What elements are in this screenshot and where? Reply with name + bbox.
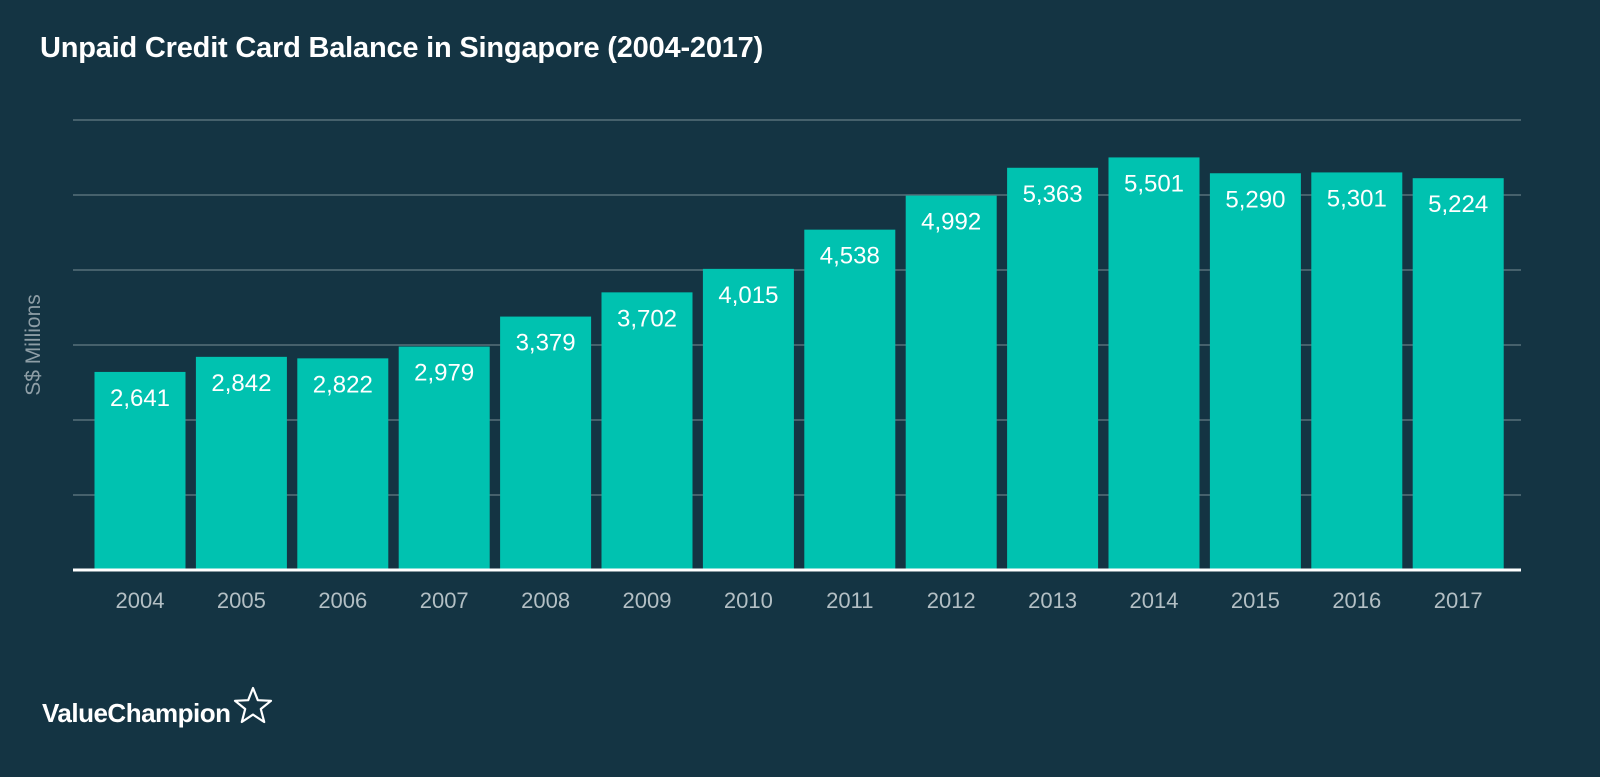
x-tick-2013: 2013 (1028, 588, 1077, 613)
x-tick-2012: 2012 (927, 588, 976, 613)
data-label-2011: 4,538 (820, 243, 880, 270)
bar-2012 (905, 195, 997, 570)
data-label-2013: 5,363 (1023, 181, 1083, 208)
x-tick-2016: 2016 (1332, 588, 1381, 613)
chart-title: Unpaid Credit Card Balance in Singapore … (40, 32, 764, 64)
x-tick-2007: 2007 (420, 588, 469, 613)
x-tick-2004: 2004 (116, 588, 165, 613)
data-label-2014: 5,501 (1124, 170, 1184, 197)
bar-2014 (1108, 157, 1200, 571)
data-label-2009: 3,702 (617, 305, 677, 332)
bar-2009 (601, 292, 693, 570)
bar-2007 (398, 346, 490, 570)
x-tick-2009: 2009 (623, 588, 672, 613)
brand-logo: ValueChampion (42, 686, 273, 731)
star-outline-icon (233, 686, 273, 731)
data-label-2007: 2,979 (414, 360, 474, 387)
bar-2010 (702, 268, 794, 570)
bar-2011 (804, 229, 896, 570)
bar-2017 (1412, 178, 1504, 570)
bar-2016 (1311, 172, 1403, 571)
x-tick-2015: 2015 (1231, 588, 1280, 613)
data-labels: 2,641 2,842 2,822 2,979 3,379 3,702 4,015 4,538… (110, 170, 1488, 411)
data-label-2016: 5,301 (1327, 185, 1387, 212)
bar-2008 (500, 316, 592, 570)
x-tick-2014: 2014 (1130, 588, 1179, 613)
x-tick-2005: 2005 (217, 588, 266, 613)
bar-2015 (1209, 173, 1301, 570)
bar-2006 (297, 358, 389, 570)
x-tick-2017: 2017 (1434, 588, 1483, 613)
data-label-2006: 2,822 (313, 371, 373, 398)
bars (94, 157, 1504, 571)
x-tick-2006: 2006 (318, 588, 367, 613)
brand-name: ValueChampion (42, 698, 231, 728)
data-label-2010: 4,015 (718, 282, 778, 309)
bar-2013 (1007, 167, 1099, 570)
data-label-2015: 5,290 (1225, 186, 1285, 213)
x-tick-2008: 2008 (521, 588, 570, 613)
data-label-2012: 4,992 (921, 209, 981, 236)
data-label-2017: 5,224 (1428, 191, 1488, 218)
x-tick-labels: 2004 2005 2006 2007 2008 2009 2010 2011 2012 2013… (116, 588, 1483, 613)
data-label-2005: 2,842 (211, 370, 271, 397)
bar-2005 (195, 356, 287, 570)
bar-2004 (94, 371, 186, 570)
gridlines (73, 119, 1521, 496)
x-tick-2011: 2011 (826, 588, 873, 613)
data-label-2004: 2,641 (110, 385, 170, 412)
x-tick-2010: 2010 (724, 588, 773, 613)
data-label-2008: 3,379 (516, 330, 576, 357)
